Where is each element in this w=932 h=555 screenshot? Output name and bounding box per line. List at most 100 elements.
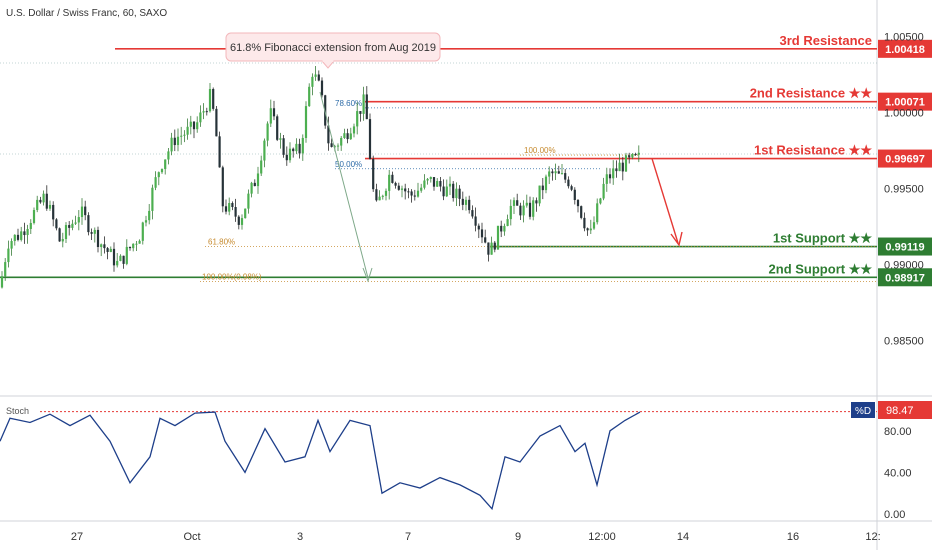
candle-body [135,243,138,245]
price-axis[interactable]: 1.00500 1.00000 0.99500 0.99000 0.98500 [884,31,924,347]
candle-body [218,136,221,168]
candle-body [333,146,336,148]
candle-body [253,182,256,187]
candle-body [416,190,420,197]
candle-body [279,138,282,140]
candle-body [215,108,218,137]
candle-body [519,205,522,216]
candle-body [637,152,640,155]
candle-body [564,173,567,180]
candle-body [20,231,23,240]
candle-body [208,89,212,112]
candle-body [484,237,487,243]
candle-body [276,116,279,140]
candle-body [420,187,423,191]
time-axis[interactable]: 27 Oct 3 7 9 12:00 14 16 12: [71,531,881,543]
level-label: 2nd Resistance ★★ [750,86,873,101]
symbol-title: U.S. Dollar / Swiss Franc, 60, SAXO [6,8,167,19]
candle-body [52,204,55,220]
candle-body [292,148,295,152]
candle-body [151,187,154,211]
candle-body [269,108,272,124]
candle-body [29,222,32,229]
candle-body [304,106,308,138]
candle-body [164,159,167,170]
candle-body [624,155,628,172]
candle-body [493,242,496,250]
candle-body [474,216,477,226]
candle-body [68,225,71,228]
candle-body [573,189,576,201]
candle-body [407,191,410,193]
candle-body [4,262,7,277]
candle-body [154,177,157,188]
candle-body [327,125,330,144]
time-tick-label: 7 [405,531,411,543]
candle-body [592,222,596,229]
forecast-arrowhead [670,231,683,247]
candle-body [80,206,84,218]
level-label: 3rd Resistance [780,33,873,48]
candle-body [605,174,608,184]
price-tag [878,92,932,111]
candle-body [400,188,404,190]
candle-body [96,229,100,248]
candle-body [480,229,484,238]
candle-body [506,219,509,226]
stoch-tick-label: 40.00 [884,467,912,479]
candle-body [538,185,541,204]
price-tag-label: 0.98917 [885,272,925,284]
candle-body [100,244,103,248]
candle-body [144,220,148,223]
price-tag-label: 0.99119 [885,242,924,254]
candle-body [362,94,365,114]
candle-body [39,199,42,203]
fib-label: 61.80% [208,237,235,246]
candle-body [183,134,186,136]
candle-body [365,94,368,120]
candle-body [375,189,378,201]
candle-body [0,276,4,288]
candle-body [445,186,448,197]
candle-body [490,242,493,255]
candle-body [608,174,612,179]
candle-body [266,123,269,141]
time-tick-label: 12:00 [588,531,616,543]
candle-body [122,255,125,264]
candle-body [618,162,621,172]
candle-body [202,111,205,113]
candle-body [45,193,48,209]
candle-body [189,121,192,127]
candle-body [285,154,288,161]
candle-body [452,183,455,199]
candles [0,66,640,289]
candle-body [103,244,106,249]
candle-body [87,215,90,233]
candle-body [429,177,432,179]
candle-body [112,248,116,266]
candle-body [74,222,77,224]
candle-body [496,225,500,250]
candle-body [336,145,340,147]
price-tag-label: 0.99697 [885,154,925,166]
candle-body [359,111,362,114]
candle-body [311,76,314,87]
stoch-value: 98.47 [886,405,914,417]
candle-body [317,74,320,81]
candle-body [442,186,445,197]
candle-body [589,228,592,231]
candle-body [237,216,240,225]
price-tag-label: 1.00071 [885,97,925,109]
fib-label: 100.00%(0.98%) [202,272,262,281]
candle-body [487,242,490,255]
candle-body [301,137,304,154]
candle-body [106,248,109,252]
candle-body [298,143,301,154]
stoch-tag-box [851,402,875,418]
candle-body [58,228,61,242]
fib-projection-arrow [319,91,369,279]
candle-body [372,159,375,190]
candle-body [413,195,416,197]
